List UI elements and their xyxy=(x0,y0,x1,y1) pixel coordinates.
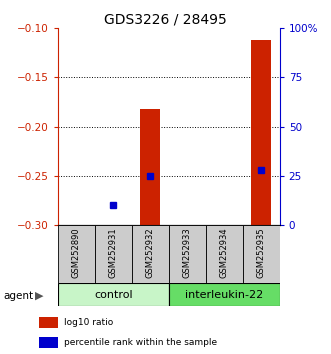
Text: log10 ratio: log10 ratio xyxy=(64,318,114,327)
Text: interleukin-22: interleukin-22 xyxy=(185,290,263,300)
Text: agent: agent xyxy=(3,291,33,301)
Text: GSM252931: GSM252931 xyxy=(109,228,118,278)
Bar xyxy=(132,225,169,283)
Bar xyxy=(206,225,243,283)
Text: percentile rank within the sample: percentile rank within the sample xyxy=(64,338,217,347)
Text: GDS3226 / 28495: GDS3226 / 28495 xyxy=(104,12,227,27)
Bar xyxy=(243,225,280,283)
Bar xyxy=(95,225,132,283)
Bar xyxy=(58,283,169,306)
Bar xyxy=(140,109,161,225)
Bar xyxy=(103,225,123,227)
Bar xyxy=(169,225,206,283)
Bar xyxy=(39,317,58,327)
Bar xyxy=(39,337,58,348)
Bar xyxy=(58,225,95,283)
Bar xyxy=(169,283,280,306)
Text: GSM252890: GSM252890 xyxy=(72,228,81,278)
Text: control: control xyxy=(94,290,133,300)
Bar xyxy=(251,40,271,225)
Text: ▶: ▶ xyxy=(35,291,43,301)
Text: GSM252932: GSM252932 xyxy=(146,228,155,278)
Text: GSM252935: GSM252935 xyxy=(257,228,266,278)
Text: GSM252934: GSM252934 xyxy=(220,228,229,278)
Text: GSM252933: GSM252933 xyxy=(183,228,192,278)
